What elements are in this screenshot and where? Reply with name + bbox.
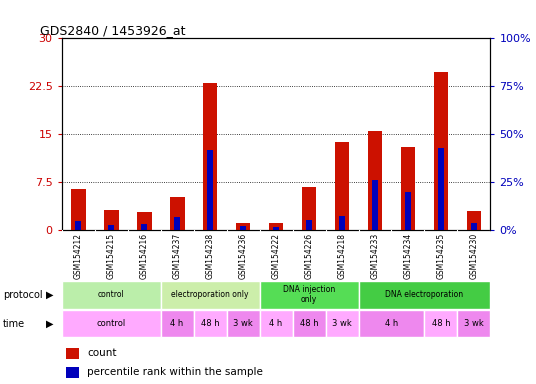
Text: 3 wk: 3 wk bbox=[464, 319, 484, 328]
Text: 48 h: 48 h bbox=[201, 319, 219, 328]
Bar bbox=[141, 223, 147, 230]
Bar bbox=[62, 281, 161, 309]
Bar bbox=[103, 210, 118, 230]
Text: DNA electroporation: DNA electroporation bbox=[385, 290, 464, 299]
Text: GSM154216: GSM154216 bbox=[139, 233, 148, 279]
Bar bbox=[325, 310, 359, 338]
Bar bbox=[75, 221, 81, 230]
Text: GSM154236: GSM154236 bbox=[239, 233, 248, 279]
Bar bbox=[108, 225, 114, 230]
Text: GSM154235: GSM154235 bbox=[436, 233, 445, 279]
Text: GSM154234: GSM154234 bbox=[404, 233, 413, 279]
Bar bbox=[471, 223, 477, 230]
Bar bbox=[207, 150, 213, 230]
Text: GSM154222: GSM154222 bbox=[272, 233, 280, 279]
Bar bbox=[457, 310, 490, 338]
Bar bbox=[434, 72, 449, 230]
Bar bbox=[405, 192, 411, 230]
Text: GSM154212: GSM154212 bbox=[73, 233, 83, 279]
Text: GSM154233: GSM154233 bbox=[370, 233, 379, 279]
Text: percentile rank within the sample: percentile rank within the sample bbox=[87, 367, 263, 377]
Text: 4 h: 4 h bbox=[270, 319, 282, 328]
Text: control: control bbox=[98, 290, 124, 299]
Bar bbox=[293, 310, 325, 338]
Bar bbox=[137, 212, 152, 230]
Text: GSM154226: GSM154226 bbox=[304, 233, 314, 279]
Text: 4 h: 4 h bbox=[170, 319, 184, 328]
Bar bbox=[161, 310, 193, 338]
Bar bbox=[339, 216, 345, 230]
Bar bbox=[372, 180, 378, 230]
Bar bbox=[203, 83, 218, 230]
Bar bbox=[236, 223, 250, 230]
Bar bbox=[400, 147, 415, 230]
Bar bbox=[273, 227, 279, 230]
Bar bbox=[466, 211, 481, 230]
Bar bbox=[66, 367, 79, 378]
Text: time: time bbox=[3, 318, 25, 329]
Bar bbox=[334, 142, 349, 230]
Text: control: control bbox=[96, 319, 126, 328]
Bar bbox=[62, 310, 161, 338]
Bar bbox=[259, 310, 293, 338]
Bar bbox=[302, 187, 316, 230]
Bar bbox=[269, 223, 284, 230]
Text: 48 h: 48 h bbox=[431, 319, 450, 328]
Text: ▶: ▶ bbox=[46, 290, 53, 300]
Text: GSM154230: GSM154230 bbox=[470, 233, 479, 279]
Bar bbox=[425, 310, 457, 338]
Bar bbox=[438, 148, 444, 230]
Text: 3 wk: 3 wk bbox=[332, 319, 352, 328]
Bar bbox=[170, 197, 184, 230]
Text: electroporation only: electroporation only bbox=[172, 290, 249, 299]
Bar bbox=[174, 217, 180, 230]
Text: count: count bbox=[87, 348, 117, 358]
Bar bbox=[71, 189, 86, 230]
Text: DNA injection
only: DNA injection only bbox=[283, 285, 335, 305]
Text: 4 h: 4 h bbox=[385, 319, 398, 328]
Bar bbox=[66, 348, 79, 359]
Bar bbox=[227, 310, 259, 338]
Bar bbox=[368, 131, 382, 230]
Text: protocol: protocol bbox=[3, 290, 42, 300]
Text: GDS2840 / 1453926_at: GDS2840 / 1453926_at bbox=[40, 24, 185, 37]
Bar bbox=[193, 310, 227, 338]
Text: GSM154238: GSM154238 bbox=[206, 233, 214, 279]
Text: GSM154215: GSM154215 bbox=[107, 233, 116, 279]
Bar bbox=[161, 281, 259, 309]
Bar bbox=[359, 310, 425, 338]
Text: 48 h: 48 h bbox=[300, 319, 318, 328]
Bar bbox=[240, 225, 246, 230]
Text: GSM154237: GSM154237 bbox=[173, 233, 182, 279]
Bar bbox=[306, 220, 312, 230]
Bar bbox=[359, 281, 490, 309]
Text: 3 wk: 3 wk bbox=[233, 319, 253, 328]
Bar bbox=[259, 281, 359, 309]
Text: ▶: ▶ bbox=[46, 318, 53, 329]
Text: GSM154218: GSM154218 bbox=[338, 233, 346, 279]
